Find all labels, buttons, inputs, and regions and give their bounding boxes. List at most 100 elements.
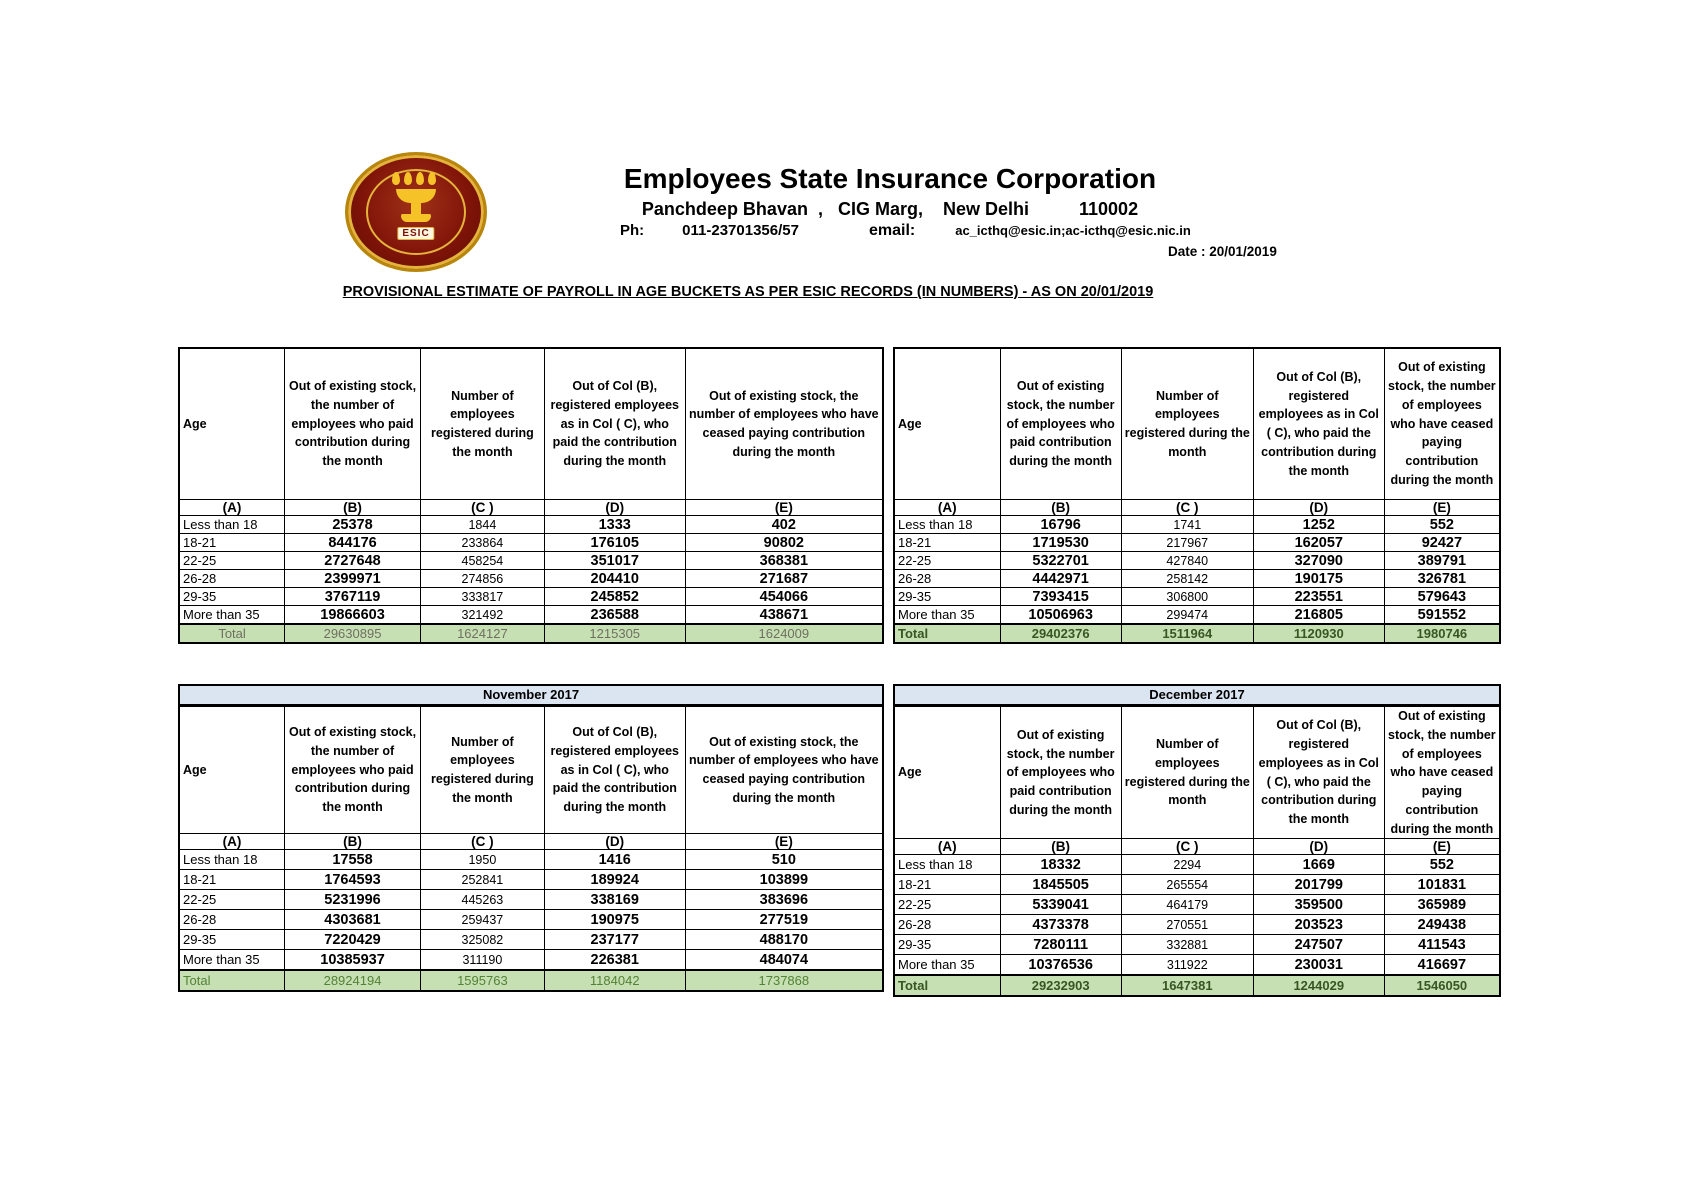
value-cell: 445263: [419, 889, 545, 910]
value-cell: 4373378: [999, 914, 1122, 936]
flame-icon: [416, 172, 424, 185]
value-cell: 217967: [1120, 533, 1254, 552]
flame-icon: [404, 172, 412, 185]
column-header: Number of employees registered during th…: [419, 705, 545, 834]
column-letter-row: (A) (B) (C ) (D) (E): [893, 838, 1501, 856]
column-letter: (E): [1383, 838, 1501, 856]
value-cell: 90802: [684, 533, 884, 552]
column-header-row: Age Out of existing stock, the number of …: [178, 705, 884, 834]
column-header: Out of Col (B), registered employees as …: [1252, 705, 1385, 840]
value-cell: 190975: [543, 909, 686, 930]
table-row: 26-28 4303681 259437 190975 277519: [178, 909, 884, 930]
flame-icon: [428, 172, 436, 185]
total-value: 1737868: [684, 969, 884, 992]
value-cell: 1333: [543, 515, 686, 534]
column-header-row: Age Out of existing stock, the number of …: [893, 347, 1501, 500]
column-letter: (D): [1252, 838, 1385, 856]
age-cell: Less than 18: [893, 854, 1001, 876]
table-row: 29-35 7220429 325082 237177 488170: [178, 929, 884, 950]
total-label: Total: [178, 969, 286, 992]
value-cell: 92427: [1383, 533, 1501, 552]
table-row: 22-25 5339041 464179 359500 365989: [893, 894, 1501, 916]
value-cell: 5339041: [999, 894, 1122, 916]
table-row: 29-35 7393415 306800 223551 579643: [893, 587, 1501, 606]
value-cell: 458254: [419, 551, 545, 570]
column-header: Out of existing stock, the number of emp…: [999, 705, 1122, 840]
total-value: 1647381: [1120, 974, 1254, 997]
table-row: 22-25 5322701 427840 327090 389791: [893, 551, 1501, 570]
table-row: More than 35 19866603 321492 236588 438671: [178, 605, 884, 625]
age-cell: 18-21: [178, 533, 286, 552]
column-letter: (E): [1383, 499, 1501, 516]
value-cell: 311922: [1120, 954, 1254, 976]
total-row: Total 29630895 1624127 1215305 1624009: [178, 623, 884, 644]
table-row: 29-35 3767119 333817 245852 454066: [178, 587, 884, 606]
value-cell: 402: [684, 515, 884, 534]
value-cell: 327090: [1252, 551, 1385, 570]
value-cell: 237177: [543, 929, 686, 950]
total-value: 1546050: [1383, 974, 1501, 997]
column-header-row: Age Out of existing stock, the number of …: [178, 347, 884, 500]
column-letter-row: (A) (B) (C ) (D) (E): [178, 499, 884, 516]
column-header: Out of existing stock, the number of emp…: [999, 347, 1122, 500]
value-cell: 7393415: [999, 587, 1122, 606]
table-row: 26-28 4373378 270551 203523 249438: [893, 914, 1501, 936]
column-letter: (D): [1252, 499, 1385, 516]
email-value: ac_icthq@esic.in;ac-icthq@esic.nic.in: [955, 223, 1191, 238]
age-cell: 22-25: [893, 551, 1001, 570]
total-value: 1184042: [543, 969, 686, 992]
table-row: More than 35 10385937 311190 226381 484074: [178, 949, 884, 971]
value-cell: 1844: [419, 515, 545, 534]
payroll-table-current-right: Age Out of existing stock, the number of …: [893, 347, 1501, 644]
age-cell: More than 35: [178, 949, 286, 971]
table-row: 18-21 844176 233864 176105 90802: [178, 533, 884, 552]
table-row: 22-25 5231996 445263 338169 383696: [178, 889, 884, 910]
value-cell: 17558: [284, 849, 421, 870]
age-cell: Less than 18: [178, 515, 286, 534]
value-cell: 326781: [1383, 569, 1501, 588]
value-cell: 438671: [684, 605, 884, 625]
total-value: 28924194: [284, 969, 421, 992]
column-letter: (B): [284, 833, 421, 850]
value-cell: 204410: [543, 569, 686, 588]
age-cell: 29-35: [178, 587, 286, 606]
column-letter: (A): [178, 499, 286, 516]
payroll-table: Age Out of existing stock, the number of …: [893, 705, 1501, 998]
table-row: 29-35 7280111 332881 247507 411543: [893, 934, 1501, 956]
value-cell: 190175: [1252, 569, 1385, 588]
esic-logo-oval: ESIC: [345, 152, 487, 272]
value-cell: 7280111: [999, 934, 1122, 956]
value-cell: 321492: [419, 605, 545, 625]
value-cell: 1669: [1252, 854, 1385, 876]
value-cell: 4442971: [999, 569, 1122, 588]
column-header: Out of Col (B), registered employees as …: [543, 705, 686, 834]
value-cell: 368381: [684, 551, 884, 570]
column-letter-row: (A) (B) (C ) (D) (E): [893, 499, 1501, 516]
table-row: 18-21 1845505 265554 201799 101831: [893, 874, 1501, 896]
age-cell: 29-35: [893, 934, 1001, 956]
column-header: Out of existing stock, the number of emp…: [1383, 705, 1501, 840]
age-cell: 29-35: [178, 929, 286, 950]
table-row: Less than 18 18332 2294 1669 552: [893, 854, 1501, 876]
value-cell: 18332: [999, 854, 1122, 876]
value-cell: 579643: [1383, 587, 1501, 606]
column-header: Age: [893, 347, 1001, 500]
column-header: Out of existing stock, the number of emp…: [284, 705, 421, 834]
table-row: 22-25 2727648 458254 351017 368381: [178, 551, 884, 570]
column-header: Out of existing stock, the number of emp…: [684, 705, 884, 834]
value-cell: 1416: [543, 849, 686, 870]
value-cell: 230031: [1252, 954, 1385, 976]
value-cell: 103899: [684, 869, 884, 890]
table-row: Less than 18 16796 1741 1252 552: [893, 515, 1501, 534]
total-row: Total 29232903 1647381 1244029 1546050: [893, 974, 1501, 997]
table-row: 26-28 2399971 274856 204410 271687: [178, 569, 884, 588]
value-cell: 427840: [1120, 551, 1254, 570]
table-row: More than 35 10506963 299474 216805 591552: [893, 605, 1501, 625]
column-header: Number of employees registered during th…: [1120, 347, 1254, 500]
org-name: Employees State Insurance Corporation: [623, 163, 1157, 194]
value-cell: 3767119: [284, 587, 421, 606]
column-letter: (C ): [419, 833, 545, 850]
value-cell: 333817: [419, 587, 545, 606]
lamp-icon: [411, 203, 421, 215]
column-letter: (D): [543, 833, 686, 850]
